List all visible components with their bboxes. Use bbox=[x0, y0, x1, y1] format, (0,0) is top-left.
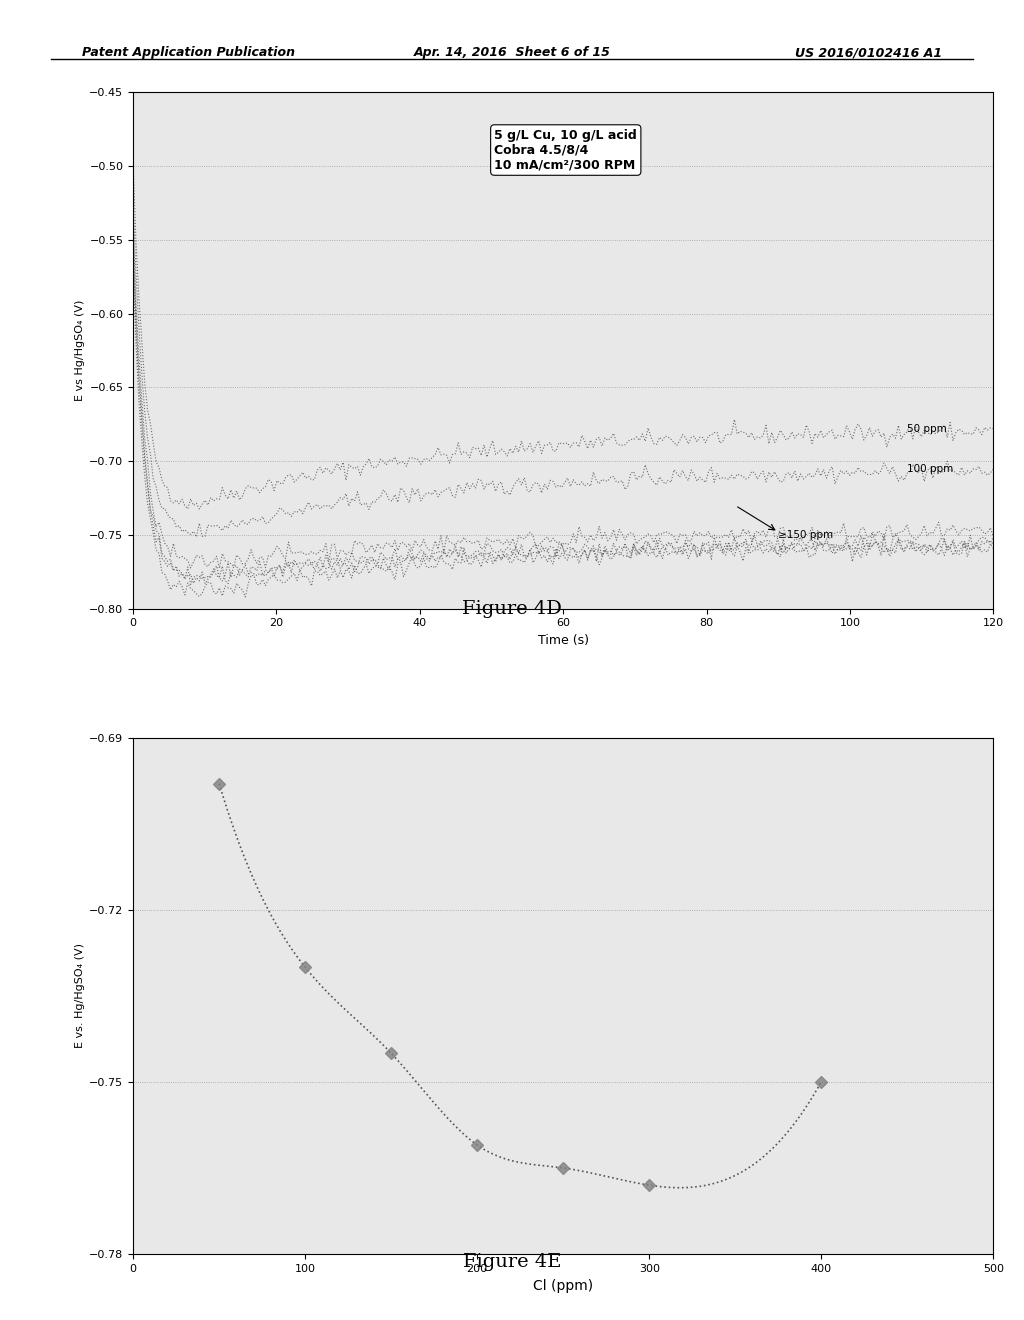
X-axis label: Cl (ppm): Cl (ppm) bbox=[534, 1279, 593, 1294]
Text: 5 g/L Cu, 10 g/L acid
Cobra 4.5/8/4
10 mA/cm²/300 RPM: 5 g/L Cu, 10 g/L acid Cobra 4.5/8/4 10 m… bbox=[495, 128, 637, 172]
Text: Figure 4D: Figure 4D bbox=[462, 599, 562, 618]
Text: ≥150 ppm: ≥150 ppm bbox=[778, 529, 834, 540]
Text: Apr. 14, 2016  Sheet 6 of 15: Apr. 14, 2016 Sheet 6 of 15 bbox=[414, 46, 610, 59]
Text: 50 ppm: 50 ppm bbox=[907, 424, 947, 434]
Text: 100 ppm: 100 ppm bbox=[907, 463, 953, 474]
Y-axis label: E vs. Hg/HgSO₄ (V): E vs. Hg/HgSO₄ (V) bbox=[75, 944, 85, 1048]
X-axis label: Time (s): Time (s) bbox=[538, 634, 589, 647]
Text: Patent Application Publication: Patent Application Publication bbox=[82, 46, 295, 59]
Text: US 2016/0102416 A1: US 2016/0102416 A1 bbox=[795, 46, 942, 59]
Y-axis label: E vs Hg/HgSO₄ (V): E vs Hg/HgSO₄ (V) bbox=[75, 300, 85, 401]
Text: Figure 4E: Figure 4E bbox=[463, 1253, 561, 1271]
